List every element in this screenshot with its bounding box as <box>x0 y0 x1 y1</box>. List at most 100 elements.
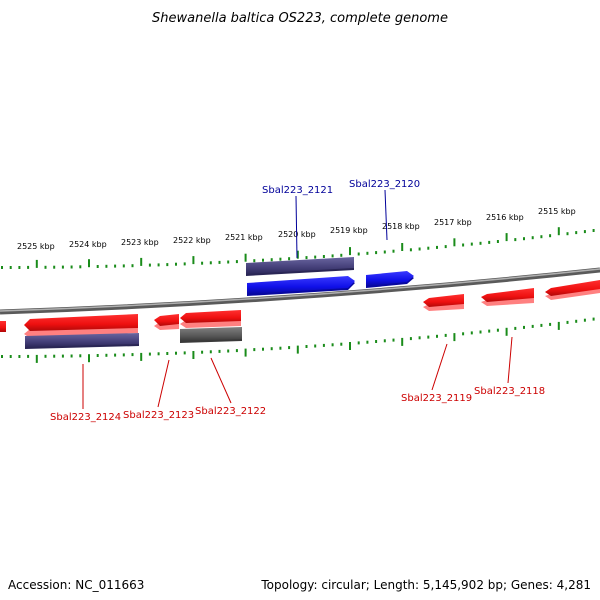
minor-tick <box>1 355 3 358</box>
major-tick <box>88 354 90 363</box>
minor-tick <box>427 335 430 339</box>
gene-label-sbal223-2122[interactable]: Sbal223_2122 <box>195 406 266 417</box>
minor-tick <box>331 254 334 258</box>
minor-tick <box>314 255 317 259</box>
minor-tick <box>262 258 264 262</box>
major-tick <box>349 247 351 256</box>
minor-tick <box>592 229 595 232</box>
minor-tick <box>288 346 291 350</box>
minor-tick <box>218 260 221 264</box>
minor-tick <box>288 257 291 261</box>
gene-label-sbal223-2121[interactable]: Sbal223_2121 <box>262 185 333 196</box>
minor-tick <box>375 251 378 255</box>
gene-fragment-left <box>0 321 6 332</box>
gene-sbal223-2124[interactable] <box>24 314 138 338</box>
gene-sbal223-2123[interactable] <box>154 314 179 330</box>
minor-tick <box>114 353 117 357</box>
gene-sbal223-2122[interactable] <box>180 310 241 328</box>
minor-tick <box>462 243 465 247</box>
gene-label-sbal223-2118[interactable]: Sbal223_2118 <box>474 386 545 397</box>
major-tick <box>192 351 195 359</box>
minor-tick <box>53 354 56 358</box>
minor-tick <box>392 338 395 342</box>
gene-sbal223-2120[interactable] <box>366 271 414 288</box>
major-tick <box>401 337 404 346</box>
minor-tick <box>383 250 386 254</box>
major-tick <box>296 250 299 259</box>
major-tick <box>557 321 560 330</box>
minor-tick <box>488 329 491 333</box>
minor-tick <box>253 348 256 352</box>
minor-tick <box>235 349 238 353</box>
gene-label-sbal223-2123[interactable]: Sbal223_2123 <box>123 410 194 421</box>
gene-sbal223-2121[interactable] <box>247 276 355 296</box>
minor-tick <box>9 266 12 269</box>
minor-tick <box>279 257 282 261</box>
minor-tick <box>148 263 151 267</box>
minor-tick <box>479 330 482 334</box>
map-title: Shewanella baltica OS223, complete genom… <box>152 11 448 26</box>
minor-tick <box>157 263 160 267</box>
minor-tick <box>157 352 160 356</box>
minor-tick <box>235 260 238 264</box>
genome-summary-text: Topology: circular; Length: 5,145,902 bp… <box>261 578 591 592</box>
minor-tick <box>375 340 378 343</box>
major-tick <box>296 345 299 354</box>
minor-tick <box>61 265 64 269</box>
minor-tick <box>96 265 99 268</box>
minor-tick <box>357 252 360 256</box>
minor-tick <box>209 261 212 265</box>
minor-tick <box>122 353 125 357</box>
minor-tick <box>331 343 334 347</box>
minor-tick <box>409 337 412 341</box>
minor-tick <box>314 344 317 348</box>
minor-tick <box>253 259 256 263</box>
minor-tick <box>227 349 230 353</box>
minor-tick <box>366 340 369 344</box>
minor-tick <box>44 265 47 269</box>
minor-tick <box>436 245 438 249</box>
minor-tick <box>523 237 525 241</box>
minor-tick <box>540 323 543 327</box>
gene-label-sbal223-2120[interactable]: Sbal223_2120 <box>349 179 420 190</box>
gene-label-sbal223-2124[interactable]: Sbal223_2124 <box>50 412 121 423</box>
minor-tick <box>18 355 21 358</box>
minor-tick <box>322 255 325 258</box>
minor-tick <box>114 264 117 268</box>
tick-label: 2519 kbp <box>330 226 368 235</box>
gene-sbal223-2118[interactable] <box>481 288 534 306</box>
gene-label-sbal223-2119[interactable]: Sbal223_2119 <box>401 393 472 404</box>
minor-tick <box>566 320 569 324</box>
major-tick <box>505 233 508 242</box>
major-tick <box>244 348 247 357</box>
minor-tick <box>201 261 204 265</box>
minor-tick <box>70 354 73 358</box>
major-tick <box>401 243 404 251</box>
major-tick <box>140 257 143 266</box>
minor-tick <box>53 265 56 269</box>
tick-label: 2518 kbp <box>382 222 420 231</box>
minor-tick <box>340 253 343 257</box>
grey-feature <box>180 327 242 343</box>
minor-tick <box>70 265 73 269</box>
tick-label: 2516 kbp <box>486 213 524 222</box>
minor-tick <box>357 341 360 345</box>
minor-tick <box>575 319 578 323</box>
major-tick <box>557 227 560 236</box>
minor-tick <box>270 347 273 351</box>
minor-tick <box>305 345 308 348</box>
minor-tick <box>175 351 177 355</box>
minor-tick <box>279 346 282 350</box>
tick-label: 2517 kbp <box>434 218 472 227</box>
minor-tick <box>227 260 230 264</box>
minor-tick <box>549 234 552 238</box>
minor-tick <box>262 347 264 351</box>
gene-sbal223-2119[interactable] <box>423 294 464 311</box>
minor-tick <box>592 317 595 321</box>
major-tick <box>505 327 508 336</box>
minor-tick <box>436 334 438 338</box>
minor-tick <box>409 248 412 252</box>
label-leaders <box>82 189 513 409</box>
minor-tick <box>427 246 430 250</box>
